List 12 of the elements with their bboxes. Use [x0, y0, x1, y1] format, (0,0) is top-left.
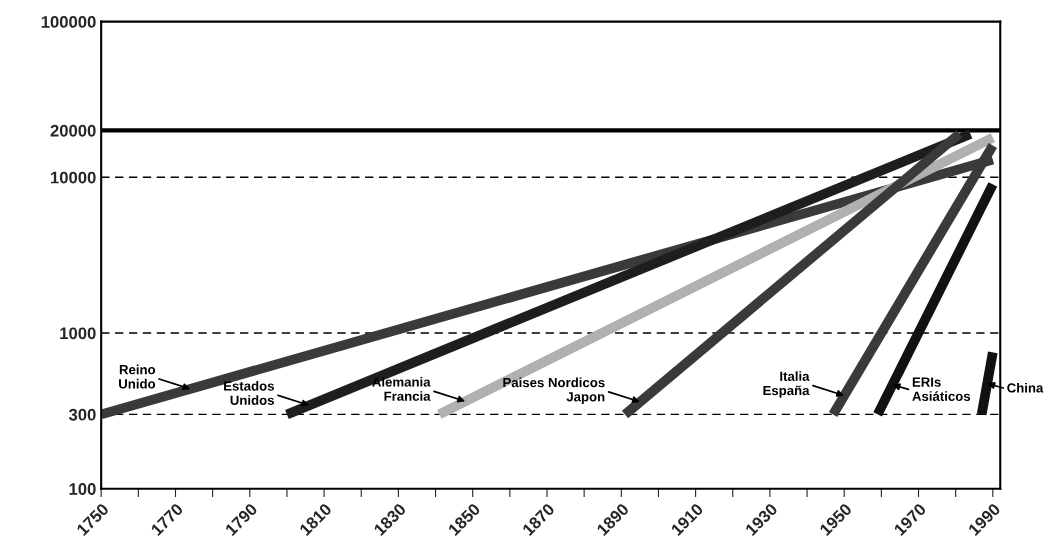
- y-tick-label: 100000: [41, 16, 96, 28]
- annotation: Italia España: [763, 371, 810, 398]
- annotation: Estados Unidos: [224, 380, 274, 405]
- annotation: Reino Unido: [119, 364, 156, 389]
- y-tick-label: 20000: [50, 124, 96, 137]
- y-tick-label: 1000: [60, 327, 96, 340]
- annotation: Paises Nordicos Japon: [503, 377, 605, 405]
- y-tick-label: 300: [68, 408, 96, 421]
- annotation: China: [1007, 382, 1044, 393]
- annotation: ERIs Asiáticos: [912, 377, 971, 401]
- y-tick-label: 10000: [51, 171, 96, 184]
- y-tick-label: 100: [69, 483, 96, 495]
